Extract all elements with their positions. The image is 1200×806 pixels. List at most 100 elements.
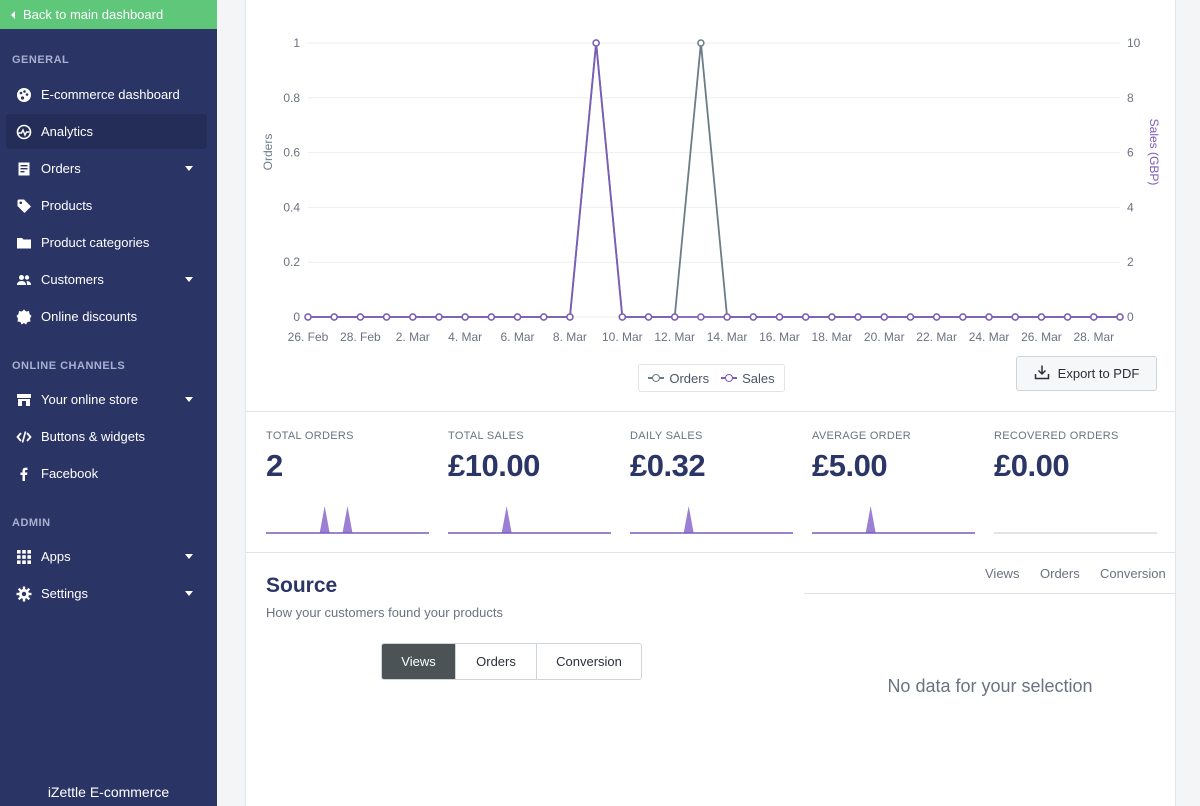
export-label: Export to PDF <box>1057 366 1140 381</box>
data-point-sales[interactable] <box>409 313 417 321</box>
x-tick-label: 28. Mar <box>1073 330 1114 344</box>
y-tick-label: 0.6 <box>283 146 300 160</box>
gear-icon <box>16 586 32 602</box>
legend-item-sales[interactable]: Sales <box>721 371 775 386</box>
sidebar-item-label: Buttons & widgets <box>41 429 146 444</box>
chart-legend: Orders Sales <box>638 364 785 392</box>
data-point-sales[interactable] <box>1011 313 1019 321</box>
stat-label: TOTAL ORDERS <box>266 430 354 442</box>
sidebar-item-analytics[interactable]: Analytics <box>6 114 207 149</box>
data-point-sales[interactable] <box>880 313 889 321</box>
sidebar-item-customers[interactable]: Customers <box>6 262 207 297</box>
palette-icon <box>16 87 32 103</box>
data-point-sales[interactable] <box>670 313 679 321</box>
grid-icon <box>16 549 32 565</box>
sidebar-item-ecommerce-dashboard[interactable]: E-commerce dashboard <box>6 77 207 112</box>
chevron-down-icon <box>185 554 193 559</box>
stat-value: £5.00 <box>812 448 888 483</box>
segment-views[interactable]: Views <box>382 644 456 679</box>
sidebar-item-facebook[interactable]: Facebook <box>6 456 207 491</box>
analytics-panel: 0 0 0.2 2 0.4 4 0.6 6 0.8 8 1 10 26. Feb 28. Feb 2. Ma… <box>245 0 1176 806</box>
data-point-sales[interactable] <box>539 313 548 321</box>
legend-label: Orders <box>669 370 710 386</box>
data-point-sales[interactable] <box>985 313 993 321</box>
data-point-orders[interactable] <box>697 39 705 47</box>
x-tick-label: 14. Mar <box>707 330 748 344</box>
data-point-sales[interactable] <box>566 313 574 321</box>
y2-tick-label: 6 <box>1127 146 1134 160</box>
sidebar-item-label: E-commerce dashboard <box>41 87 180 102</box>
sidebar-item-product-categories[interactable]: Product categories <box>6 225 207 260</box>
segment-conversion[interactable]: Conversion <box>537 644 641 679</box>
segment-orders[interactable]: Orders <box>456 644 537 679</box>
stat-total-sales: TOTAL SALES £10.00 <box>448 430 611 534</box>
sidebar-item-online-discounts[interactable]: Online discounts <box>6 299 207 334</box>
sidebar-item-label: Online discounts <box>41 309 138 324</box>
stat-value: £0.00 <box>994 448 1070 483</box>
store-icon <box>16 392 32 408</box>
data-point-sales[interactable] <box>854 313 862 321</box>
data-point-sales[interactable] <box>828 313 836 321</box>
data-point-sales[interactable] <box>382 313 391 321</box>
stat-label: DAILY SALES <box>630 430 703 442</box>
x-tick-label: 20. Mar <box>864 330 905 344</box>
data-point-sales[interactable] <box>801 313 810 321</box>
sidebar-item-label: Analytics <box>41 124 94 139</box>
sidebar-item-buttons-widgets[interactable]: Buttons & widgets <box>6 419 207 454</box>
badge-icon <box>16 309 32 325</box>
stat-total-orders: TOTAL ORDERS 2 <box>266 430 429 534</box>
section-online-channels: ONLINE CHANNELS <box>12 360 126 372</box>
data-point-sales[interactable] <box>749 313 758 321</box>
data-point-sales[interactable] <box>906 313 915 321</box>
data-point-sales[interactable] <box>461 313 469 321</box>
data-point-sales[interactable] <box>1037 313 1046 321</box>
data-point-sales[interactable] <box>487 313 496 321</box>
sparkline-spike <box>683 506 694 533</box>
data-point-sales[interactable] <box>1090 313 1098 321</box>
column-conversion[interactable]: Conversion <box>1100 566 1166 581</box>
chevron-down-icon <box>185 591 193 596</box>
data-point-sales[interactable] <box>932 313 941 321</box>
data-point-sales[interactable] <box>959 313 967 321</box>
sidebar-item-products[interactable]: Products <box>6 188 207 223</box>
y-tick-label: 0.2 <box>283 255 300 269</box>
stat-daily-sales: DAILY SALES £0.32 <box>630 430 793 534</box>
export-to-pdf-button[interactable]: Export to PDF <box>1016 356 1157 391</box>
data-point-sales[interactable] <box>1063 313 1072 321</box>
x-tick-label: 24. Mar <box>969 330 1010 344</box>
x-tick-label: 8. Mar <box>553 330 587 344</box>
data-point-sales[interactable] <box>644 313 653 321</box>
x-tick-label: 6. Mar <box>501 330 535 344</box>
sidebar-item-settings[interactable]: Settings <box>6 576 207 611</box>
sparkline-spike <box>319 506 330 533</box>
sidebar-item-apps[interactable]: Apps <box>6 539 207 574</box>
line-marker-icon <box>721 373 738 383</box>
column-views[interactable]: Views <box>985 566 1020 581</box>
section-general: GENERAL <box>12 54 70 66</box>
data-point-sales[interactable] <box>330 313 338 321</box>
data-point-sales[interactable] <box>513 313 522 321</box>
data-point-sales[interactable] <box>1116 313 1124 321</box>
stat-value: £0.32 <box>630 448 706 483</box>
data-point-sales[interactable] <box>775 313 784 321</box>
data-point-sales[interactable] <box>592 39 600 47</box>
x-tick-label: 10. Mar <box>602 330 643 344</box>
y2-tick-label: 8 <box>1127 91 1134 105</box>
series-line-orders <box>308 42 1120 318</box>
data-point-sales[interactable] <box>618 313 627 321</box>
data-point-sales[interactable] <box>356 313 365 321</box>
back-to-dashboard-link[interactable]: Back to main dashboard <box>0 0 217 29</box>
empty-state-message: No data for your selection <box>887 676 1093 696</box>
data-point-sales[interactable] <box>304 313 312 321</box>
sparkline-spike <box>342 506 353 533</box>
data-point-sales[interactable] <box>723 313 731 321</box>
sidebar-item-your-online-store[interactable]: Your online store <box>6 382 207 417</box>
legend-item-orders[interactable]: Orders <box>648 371 709 386</box>
data-point-sales[interactable] <box>435 313 443 321</box>
sparkline-spike <box>865 506 876 533</box>
column-orders[interactable]: Orders <box>1040 566 1080 581</box>
sidebar-item-orders[interactable]: Orders <box>6 151 207 186</box>
x-tick-label: 18. Mar <box>812 330 853 344</box>
users-icon <box>16 272 32 288</box>
data-point-sales[interactable] <box>697 313 705 321</box>
